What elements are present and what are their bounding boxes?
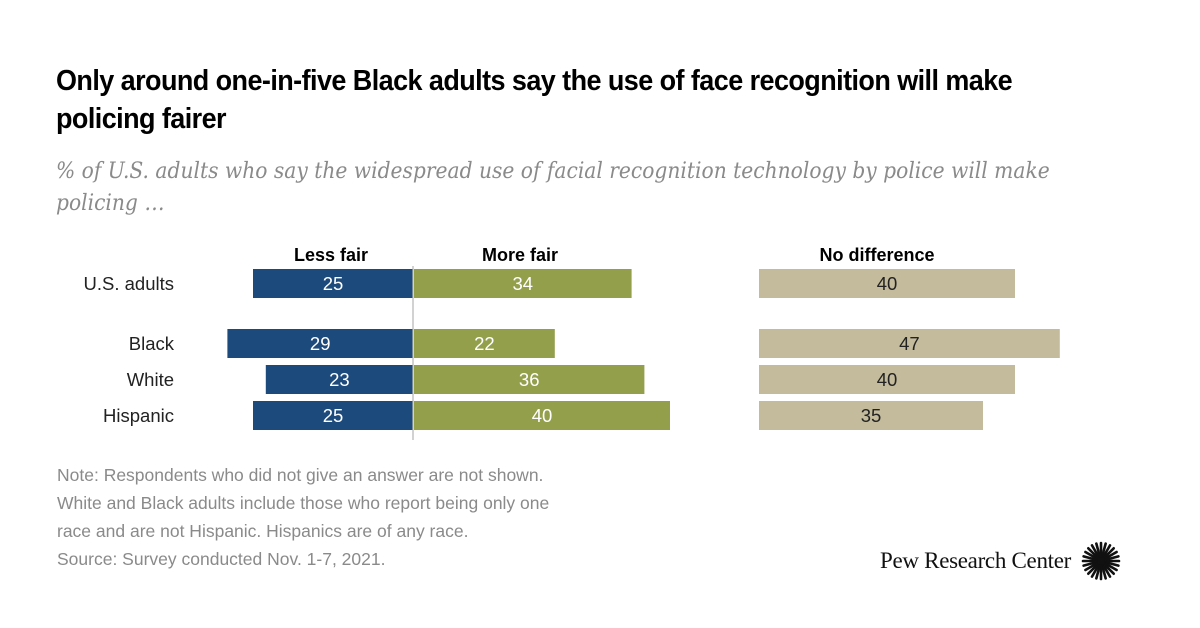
bar-more-fair-white bbox=[414, 365, 645, 394]
logo-ray bbox=[1090, 563, 1101, 578]
logo-ray bbox=[1082, 560, 1099, 567]
logo-center bbox=[1097, 557, 1106, 565]
category-label-u-s-adults: U.S. adults bbox=[84, 273, 175, 294]
logo-ray bbox=[1095, 563, 1102, 580]
note-line: Note: Respondents who did not give an an… bbox=[57, 465, 544, 485]
category-label-black: Black bbox=[129, 333, 175, 354]
category-label-hispanic: Hispanic bbox=[103, 405, 174, 426]
bar-more-fair-hispanic bbox=[414, 401, 670, 430]
brand-name: Pew Research Center bbox=[880, 548, 1072, 573]
logo-ray bbox=[1102, 562, 1116, 576]
value-label-no-difference-u-s-adults: 40 bbox=[877, 273, 898, 294]
bar-no-difference-white bbox=[759, 365, 1015, 394]
value-label-more-fair-black: 22 bbox=[474, 333, 495, 354]
bar-less-fair-white bbox=[265, 365, 413, 394]
value-label-more-fair-white: 36 bbox=[519, 369, 540, 390]
logo-ray bbox=[1103, 561, 1118, 572]
logo-ray bbox=[1086, 546, 1100, 560]
value-label-more-fair-u-s-adults: 34 bbox=[513, 273, 534, 294]
bar-more-fair-u-s-adults bbox=[414, 269, 632, 298]
logo-ray bbox=[1100, 563, 1107, 580]
logo-ray bbox=[1084, 561, 1099, 572]
logo-ray bbox=[1102, 546, 1116, 560]
bar-no-difference-hispanic bbox=[759, 401, 983, 430]
value-label-no-difference-white: 40 bbox=[877, 369, 898, 390]
chart-title: Only around one-in-five Black adults say… bbox=[56, 65, 1013, 135]
header-less-fair: Less fair bbox=[294, 245, 368, 265]
logo-ray bbox=[1101, 544, 1112, 559]
chart-note: Note: Respondents who did not give an an… bbox=[57, 461, 757, 573]
value-label-less-fair-black: 29 bbox=[310, 333, 331, 354]
chart-subtitle: % of U.S. adults who say the widespread … bbox=[56, 159, 1050, 216]
logo-ray bbox=[1086, 562, 1100, 576]
logo-ray bbox=[1095, 542, 1102, 559]
logo-ray bbox=[1090, 544, 1101, 559]
logo-ray bbox=[1103, 555, 1120, 562]
pew-starburst-icon bbox=[1081, 541, 1121, 581]
value-label-less-fair-u-s-adults: 25 bbox=[323, 273, 344, 294]
bar-no-difference-black bbox=[759, 329, 1060, 358]
bar-no-difference-u-s-adults bbox=[759, 269, 1015, 298]
header-no-difference: No difference bbox=[819, 245, 934, 265]
value-label-no-difference-hispanic: 35 bbox=[861, 405, 882, 426]
source-line: Source: Survey conducted Nov. 1-7, 2021. bbox=[57, 549, 386, 569]
category-label-white: White bbox=[127, 369, 174, 390]
note-line: White and Black adults include those who… bbox=[57, 493, 550, 513]
logo-ray bbox=[1084, 550, 1099, 561]
bar-less-fair-black bbox=[227, 329, 413, 358]
logo-ray bbox=[1100, 542, 1107, 559]
bar-less-fair-u-s-adults bbox=[253, 269, 413, 298]
logo-ray bbox=[1082, 555, 1099, 562]
bar-less-fair-hispanic bbox=[253, 401, 413, 430]
note-line: race and are not Hispanic. Hispanics are… bbox=[57, 521, 469, 541]
bar-more-fair-black bbox=[414, 329, 555, 358]
value-label-more-fair-hispanic: 40 bbox=[532, 405, 553, 426]
value-label-less-fair-hispanic: 25 bbox=[323, 405, 344, 426]
logo-ray bbox=[1103, 550, 1118, 561]
value-label-no-difference-black: 47 bbox=[899, 333, 920, 354]
logo-ray bbox=[1101, 563, 1112, 578]
brand: Pew Research Center bbox=[880, 541, 1121, 581]
value-label-less-fair-white: 23 bbox=[329, 369, 350, 390]
logo-ray bbox=[1103, 560, 1120, 567]
header-more-fair: More fair bbox=[482, 245, 558, 265]
